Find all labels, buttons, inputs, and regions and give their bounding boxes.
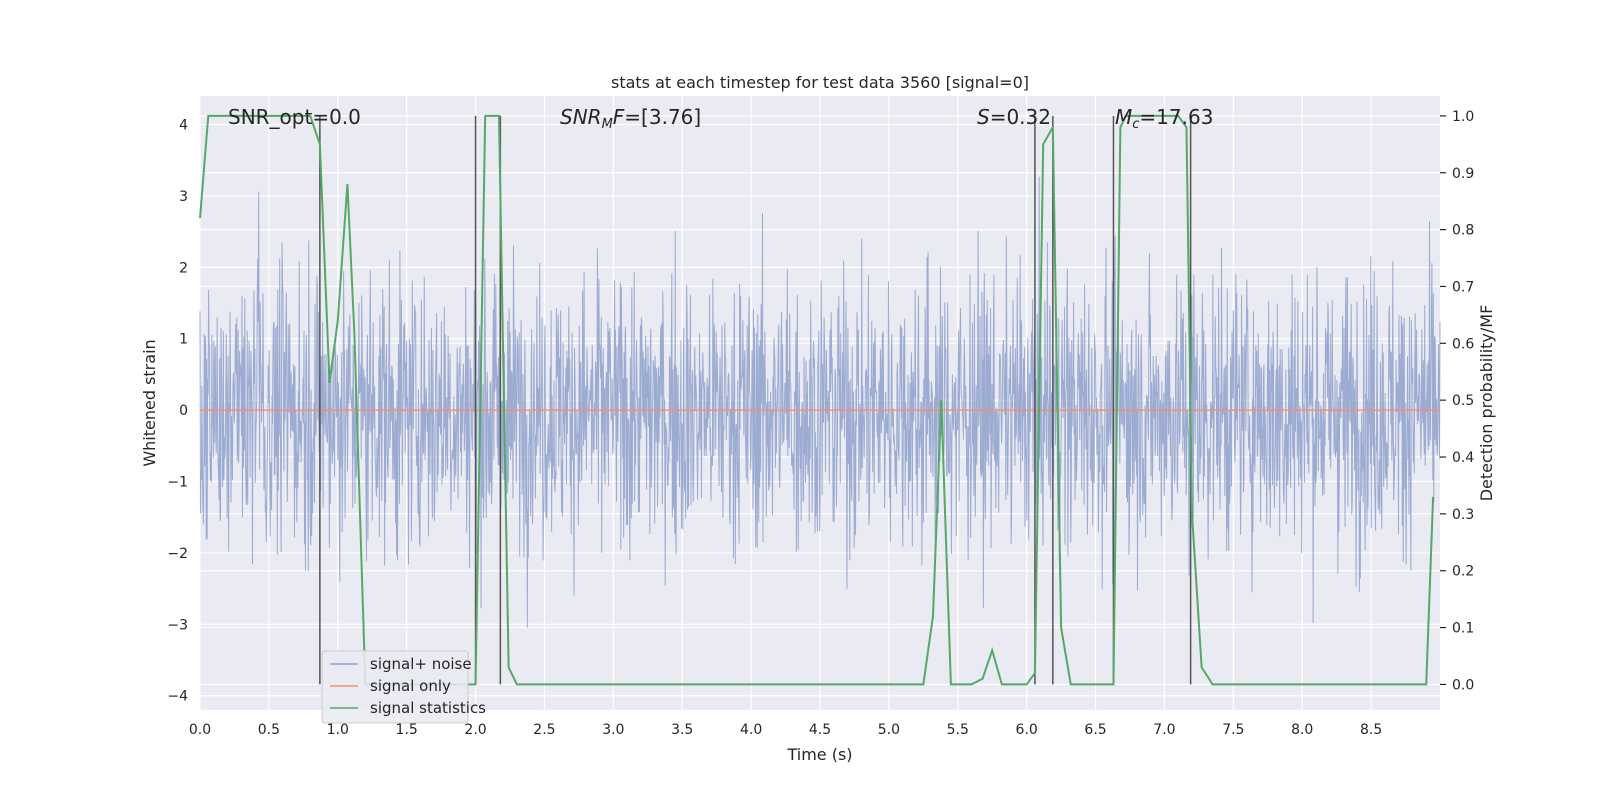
y-left-tick-4: 0 [179,403,188,419]
y-right-tick-2: 0.2 [1452,564,1474,580]
x-tick-15: 7.5 [1222,722,1244,738]
x-tick-11: 5.5 [947,722,969,738]
noise-line [199,176,1441,628]
y-axis-right-label: Detection probability/MF [1477,305,1496,502]
legend: signal+ noise signal only signal statistic… [321,650,486,724]
y-right-tick-3: 0.3 [1452,507,1474,523]
annotation-mc: Mc=17.63 [1115,105,1213,132]
x-tick-6: 3.0 [602,722,624,738]
x-tick-0: 0.0 [189,722,211,738]
series-signal-statistics [199,114,1435,686]
y-right-tick-9: 0.9 [1452,166,1474,182]
annotations: SNR_opt=0.0 SNRMF=[3.76] S=0.32 Mc=17.63 [228,105,1213,132]
legend-label-2: signal statistics [370,699,486,717]
y-left-tick-1: −3 [167,617,188,633]
y-right-tick-6: 0.6 [1452,336,1474,352]
y-right-tick-8: 0.8 [1452,223,1474,239]
y-axis-right-ticks: 0.0 0.1 0.2 0.3 0.4 0.5 0.6 0.7 0.8 0.9 1.0 [1440,109,1474,693]
x-tick-16: 8.0 [1291,722,1313,738]
legend-box [321,650,469,724]
x-tick-1: 0.5 [258,722,280,738]
x-tick-2: 1.0 [327,722,349,738]
x-tick-3: 1.5 [396,722,418,738]
y-left-tick-0: −4 [167,689,188,705]
chart-title: stats at each timestep for test data 356… [611,73,1029,92]
x-tick-13: 6.5 [1084,722,1106,738]
y-right-tick-1: 0.1 [1452,621,1474,637]
x-tick-14: 7.0 [1153,722,1175,738]
x-tick-5: 2.5 [533,722,555,738]
x-tick-17: 8.5 [1360,722,1382,738]
annotation-snr-mf: SNRMF=[3.76] [560,105,701,132]
legend-label-1: signal only [370,677,451,695]
x-tick-12: 6.0 [1016,722,1038,738]
x-tick-10: 5.0 [878,722,900,738]
y-left-tick-3: −1 [167,475,188,491]
y-right-tick-4: 0.4 [1452,450,1474,466]
x-tick-8: 4.0 [740,722,762,738]
legend-label-0: signal+ noise [370,655,472,673]
y-left-tick-7: 3 [179,189,188,205]
y-right-tick-7: 0.7 [1452,279,1474,295]
x-tick-4: 2.0 [464,722,486,738]
x-tick-7: 3.5 [671,722,693,738]
annotation-snr-opt: SNR_opt=0.0 [228,105,361,129]
annotation-s: S=0.32 [977,105,1051,129]
y-left-tick-6: 2 [179,260,188,276]
series-signal-noise [199,176,1441,628]
x-axis-label: Time (s) [786,745,852,764]
y-left-tick-5: 1 [179,332,188,348]
y-axis-left-ticks: −4 −3 −2 −1 0 1 2 3 4 [167,118,188,705]
x-tick-9: 4.5 [809,722,831,738]
y-left-tick-2: −2 [167,546,188,562]
y-left-tick-8: 4 [179,118,188,134]
statistics-line [199,114,1435,686]
y-right-tick-5: 0.5 [1452,393,1474,409]
y-right-tick-0: 0.0 [1452,677,1474,693]
y-right-tick-10: 1.0 [1452,109,1474,125]
x-axis-ticks: 0.0 0.5 1.0 1.5 2.0 2.5 3.0 3.5 4.0 4.5 5.0 5.5 6.0 6… [189,722,1382,738]
y-axis-left-label: Whitened strain [140,339,159,466]
